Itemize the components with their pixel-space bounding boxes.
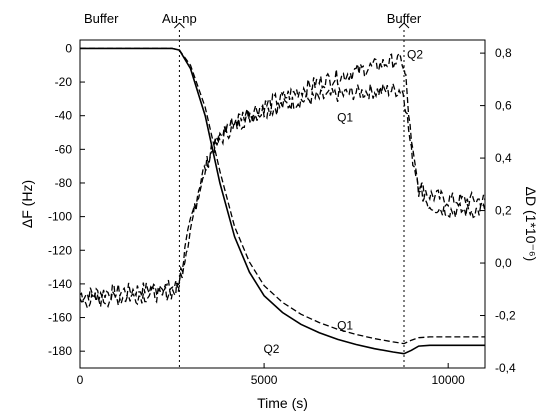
y2-axis-title: ΔD (1*10⁻⁶) — [523, 187, 536, 262]
annotation-label: Buffer — [387, 11, 422, 26]
series-group — [79, 47, 486, 355]
series-line-q1-right — [79, 83, 486, 302]
series-label: Q1 — [337, 110, 353, 124]
series-line-q1-left — [80, 47, 485, 345]
y2-tick-label: 0,2 — [495, 204, 512, 218]
series-label: Q1 — [337, 318, 353, 332]
series-labels: Q2 Q1 Q1 Q2 — [263, 47, 423, 355]
y-tick-label: -140 — [48, 277, 72, 291]
y-tick-label: 0 — [65, 41, 72, 55]
series-line-q2-right — [79, 52, 486, 310]
y2-tick-label: 0,6 — [495, 99, 512, 113]
x-axis: 0 5000 10000 — [77, 363, 465, 387]
y-tick-label: -120 — [48, 243, 72, 257]
y-axis-title: ΔF (Hz) — [19, 180, 35, 228]
annotation-label: Buffer — [84, 11, 119, 26]
y-tick-label: -40 — [55, 109, 73, 123]
event-lines — [174, 22, 410, 368]
x-tick-label: 5000 — [251, 373, 278, 387]
y-axis-left: 0 -20 -40 -60 -80 -100 -120 -140 -160 -180 — [48, 41, 85, 358]
series-label: Q2 — [407, 47, 423, 61]
annotation-label: Au-np — [162, 11, 197, 26]
event-arrow — [174, 22, 185, 29]
series-line-q2-left — [80, 47, 485, 355]
x-axis-title: Time (s) — [257, 395, 308, 411]
plot-border — [79, 39, 486, 369]
y2-tick-label: -0,2 — [495, 309, 516, 323]
y-tick-label: -160 — [48, 311, 72, 325]
series-label: Q2 — [263, 342, 279, 356]
event-arrow — [398, 22, 410, 29]
y-tick-label: -60 — [55, 142, 73, 156]
y-tick-label: -180 — [48, 344, 72, 358]
x-tick-label: 10000 — [431, 373, 465, 387]
y-tick-label: -20 — [55, 75, 73, 89]
y-tick-label: -100 — [48, 210, 72, 224]
plot-area — [79, 39, 486, 369]
y2-tick-label: 0,0 — [495, 256, 512, 270]
y-tick-label: -80 — [55, 176, 73, 190]
y2-tick-label: 0,8 — [495, 46, 512, 60]
annotations: Buffer Au-np Buffer — [84, 11, 422, 26]
y-axis-right: 0,8 0,6 0,4 0,2 0,0 -0,2 -0,4 — [480, 46, 516, 375]
x-tick-label: 0 — [77, 373, 84, 387]
y2-tick-label: 0,4 — [495, 151, 512, 165]
y2-tick-label: -0,4 — [495, 361, 516, 375]
